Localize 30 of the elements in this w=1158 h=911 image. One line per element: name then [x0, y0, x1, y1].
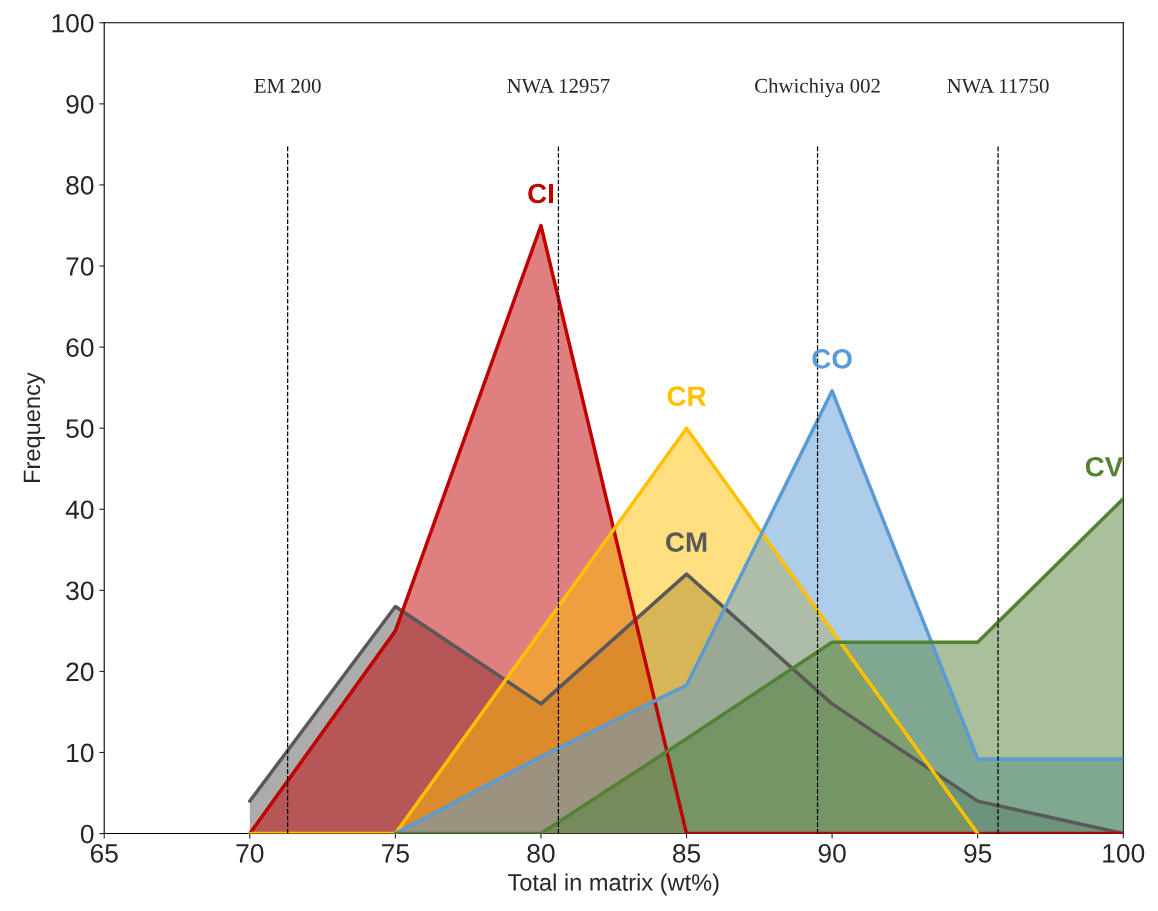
y-tick-label: 80 — [66, 176, 94, 195]
series-label: CM — [666, 532, 707, 552]
x-tick-label: 75 — [382, 844, 409, 863]
y-tick-label: 50 — [66, 419, 94, 438]
x-tick-label: 80 — [527, 843, 555, 863]
series-label: CO — [812, 349, 852, 369]
x-axis-title: Total in matrix (wt%) — [508, 873, 719, 896]
x-tick-label: 65 — [90, 843, 118, 863]
x-tick-label: 90 — [818, 843, 846, 863]
x-tick-label: 85 — [673, 843, 701, 863]
y-tick-label: 0 — [80, 824, 94, 844]
y-tick-label: 40 — [65, 500, 94, 520]
y-tick-label: 100 — [52, 13, 94, 33]
series-label: CI — [528, 183, 553, 204]
y-tick-label: 70 — [66, 257, 94, 276]
x-tick-label: 70 — [236, 843, 264, 863]
y-tick-label: 10 — [67, 743, 94, 763]
series-label: CR — [667, 386, 707, 407]
x-tick-label: 100 — [1103, 843, 1145, 863]
y-tick-label: 90 — [66, 94, 94, 114]
x-tick-label: 95 — [964, 843, 992, 863]
ref-line-label: Chwichiya 002 — [755, 78, 880, 98]
ref-line-label: NWA 11750 — [947, 78, 1049, 93]
y-tick-label: 30 — [66, 581, 94, 601]
y-axis-title: Frequency — [23, 372, 45, 483]
ref-line-label: NWA 12957 — [507, 78, 610, 93]
ref-line-label: EM 200 — [254, 78, 321, 93]
y-tick-label: 20 — [66, 662, 94, 682]
series-label: CV — [1085, 456, 1124, 477]
y-tick-label: 60 — [66, 338, 94, 357]
